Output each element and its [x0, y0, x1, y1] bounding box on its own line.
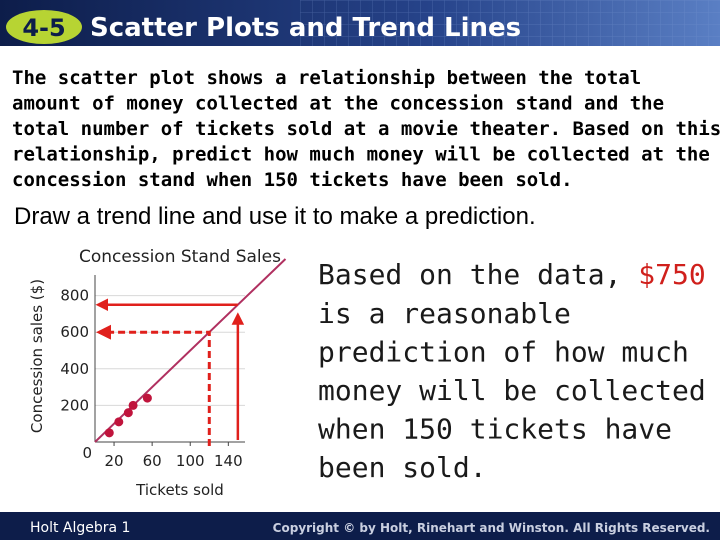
answer-line: money will be collected	[318, 374, 706, 407]
problem-line: relationship, predict how much money wil…	[12, 144, 710, 166]
section-badge	[6, 10, 82, 44]
x-tick-label: 60	[143, 452, 162, 470]
data-point	[114, 417, 124, 427]
y-axis-label: Concession sales ($)	[28, 279, 46, 433]
y-tick-label: 200	[60, 396, 89, 414]
footer-right: Copyright © by Holt, Rinehart and Winsto…	[273, 521, 710, 535]
data-point	[104, 428, 114, 438]
data-point	[123, 408, 133, 418]
y-tick-label: 800	[60, 287, 89, 305]
slide-title: Scatter Plots and Trend Lines	[90, 13, 521, 43]
answer-value: $750	[638, 258, 705, 291]
y-tick-label: 600	[60, 323, 89, 341]
data-point	[142, 393, 152, 403]
answer-line: Based on the data, $750	[318, 258, 706, 291]
trend-line	[94, 258, 287, 443]
y-tick-label: 0	[82, 444, 92, 462]
x-tick-label: 140	[214, 452, 243, 470]
header-pattern	[300, 0, 720, 46]
x-tick-label: 100	[176, 452, 205, 470]
problem-line: total number of tickets sold at a movie …	[12, 118, 720, 140]
y-tick-label: 400	[60, 360, 89, 378]
answer-line: when 150 tickets have	[318, 413, 672, 446]
instruction: Draw a trend line and use it to make a p…	[14, 203, 536, 230]
x-tick-label: 20	[105, 452, 124, 470]
problem-line: The scatter plot shows a relationship be…	[12, 67, 641, 89]
problem-line: amount of money collected at the concess…	[12, 93, 664, 115]
answer-lead: Based on the data,	[318, 258, 621, 291]
answer-line: been sold.	[318, 451, 487, 484]
answer-line: is a reasonable	[318, 297, 571, 330]
chart-title: Concession Stand Sales	[79, 247, 281, 267]
estimate-guide	[96, 324, 211, 446]
x-axis-label: Tickets sold	[135, 481, 224, 499]
data-point	[128, 400, 138, 410]
footer-left: Holt Algebra 1	[30, 520, 130, 536]
answer-line: prediction of how much	[318, 336, 689, 369]
problem-line: concession stand when 150 tickets have b…	[12, 169, 573, 191]
section-number: 4-5	[22, 14, 65, 42]
footer-bar	[0, 512, 720, 540]
